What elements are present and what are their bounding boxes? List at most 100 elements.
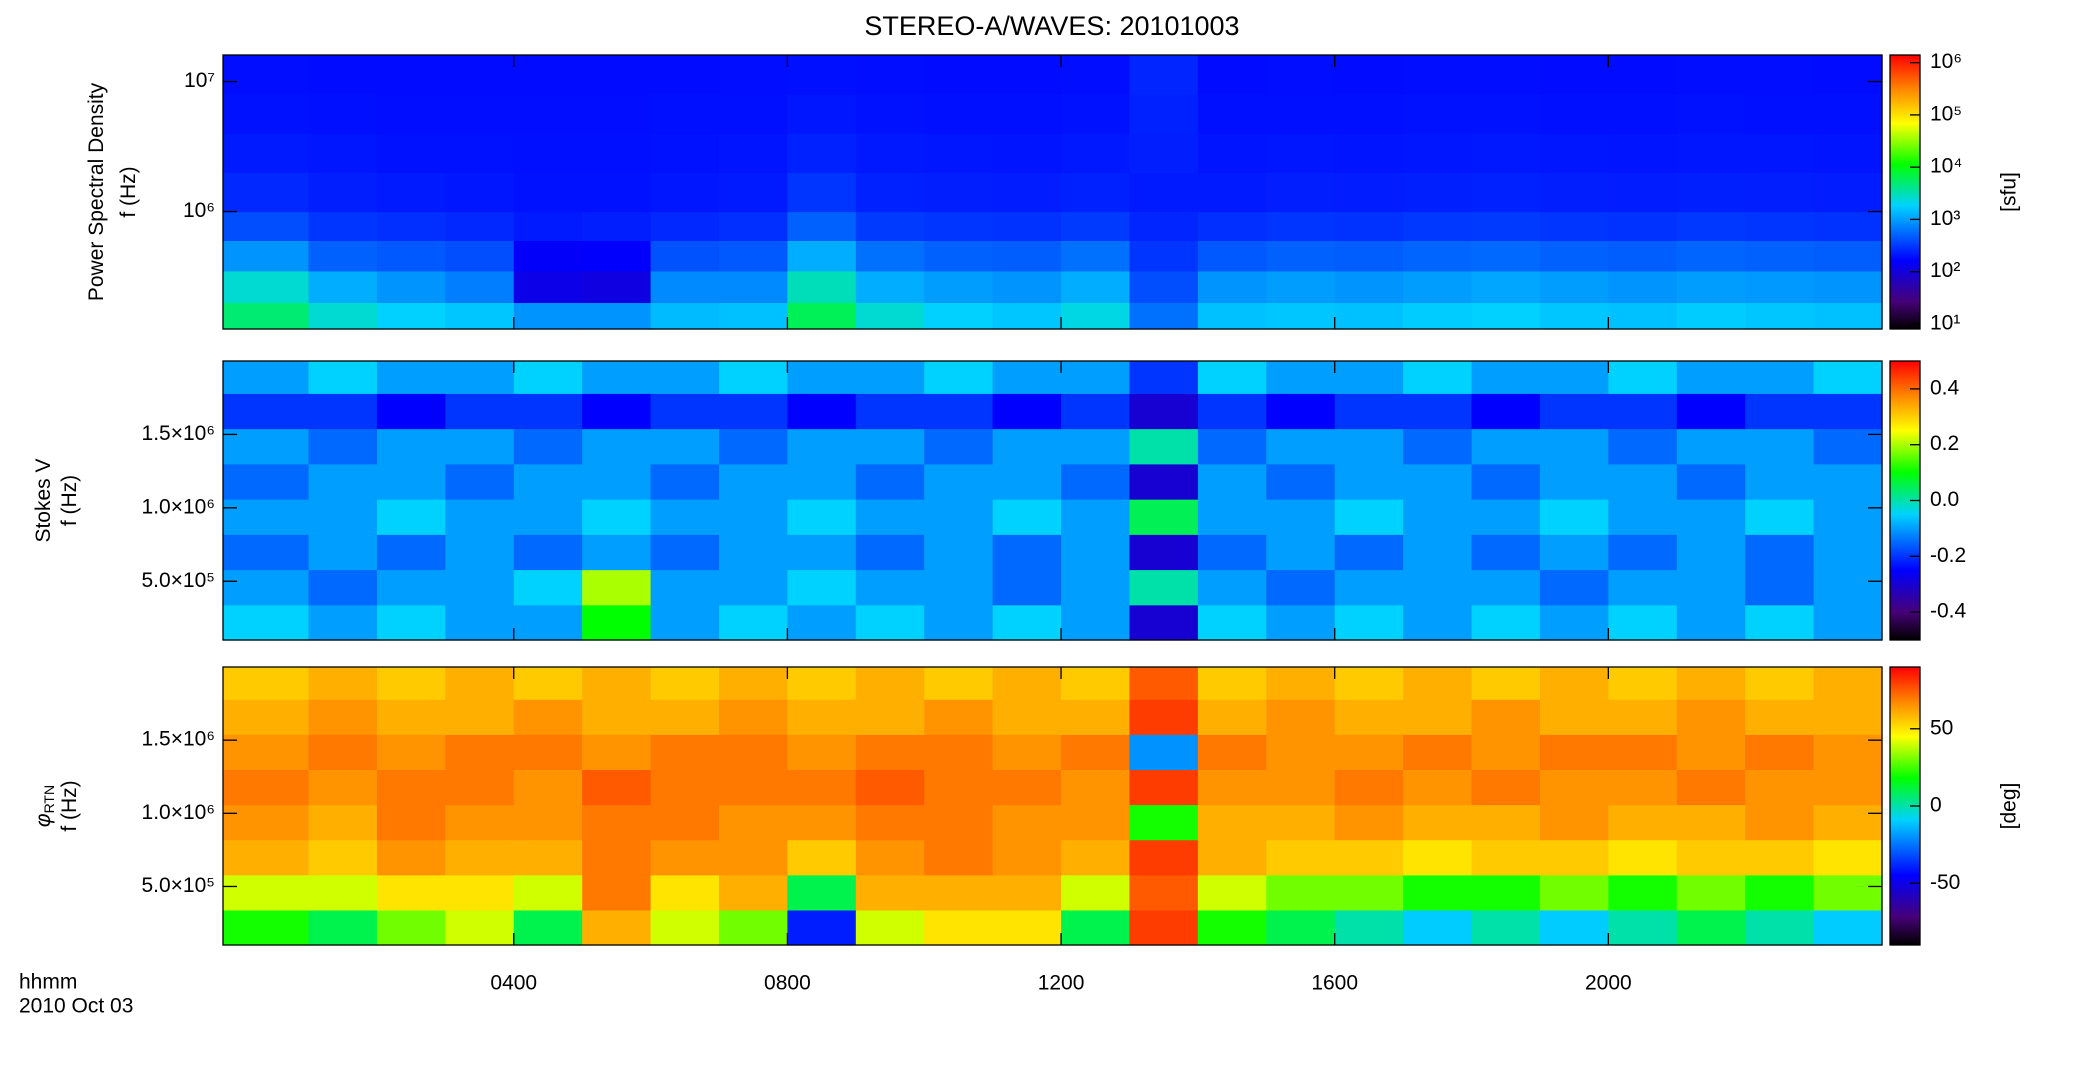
heatmap-cell: [376, 569, 446, 606]
heatmap-cell: [582, 604, 652, 641]
colorbar-tick-label: 10⁴: [1930, 155, 1962, 178]
heatmap-cell: [992, 804, 1062, 841]
heatmap-cell: [1813, 499, 1883, 535]
heatmap-cell: [1266, 804, 1336, 841]
heatmap-cell: [718, 428, 789, 465]
heatmap-cell: [1745, 172, 1815, 213]
heatmap-cell: [582, 428, 652, 465]
heatmap-cell: [308, 240, 378, 272]
heatmap-cell: [445, 874, 515, 911]
heatmap-cell: [1334, 804, 1404, 841]
heatmap-cell: [513, 534, 583, 571]
heatmap-cell: [650, 804, 720, 841]
y-axis-label: φRTN: [32, 785, 57, 827]
heatmap-cell: [718, 211, 789, 242]
heatmap-cell: [582, 499, 652, 535]
heatmap-cell: [1813, 94, 1883, 134]
heatmap-cell: [223, 211, 310, 242]
heatmap-cell: [582, 734, 652, 771]
heatmap-cell: [1403, 804, 1473, 841]
heatmap-cell: [718, 172, 789, 213]
heatmap-cell: [924, 240, 994, 272]
heatmap-cell: [650, 839, 720, 876]
heatmap-cell: [787, 172, 857, 213]
heatmap-cell: [650, 211, 720, 242]
heatmap-cell: [445, 361, 515, 394]
heatmap-cell: [445, 463, 515, 500]
heatmap-cell: [992, 133, 1062, 174]
heatmap-cell: [1403, 302, 1473, 330]
heatmap-cell: [1676, 769, 1746, 806]
heatmap-cell: [1471, 240, 1541, 272]
heatmap-cell: [223, 909, 310, 946]
heatmap-cell: [1676, 909, 1746, 946]
heatmap-cell: [1745, 499, 1815, 535]
heatmap-cell: [223, 604, 310, 641]
heatmap-cell: [1061, 839, 1131, 876]
heatmap-cell: [582, 211, 652, 242]
heatmap-cell: [1334, 534, 1404, 571]
heatmap-cell: [513, 874, 583, 911]
heatmap-cell: [582, 55, 652, 95]
heatmap-cell: [1608, 240, 1678, 272]
heatmap-cell: [1471, 734, 1541, 771]
heatmap-cell: [582, 874, 652, 911]
heatmap-cell: [1129, 55, 1199, 95]
heatmap-cell: [1813, 874, 1883, 911]
heatmap-cell: [1471, 55, 1541, 95]
heatmap-cell: [1197, 428, 1267, 465]
heatmap-cell: [1266, 361, 1336, 394]
heatmap-cell: [1266, 667, 1336, 700]
heatmap-cell: [1129, 909, 1199, 946]
heatmap-cell: [1539, 499, 1609, 535]
heatmap-cell: [1403, 240, 1473, 272]
heatmap-cell: [582, 270, 652, 304]
heatmap-cell: [1608, 534, 1678, 571]
heatmap-cell: [924, 804, 994, 841]
heatmap-cell: [513, 604, 583, 641]
heatmap-cell: [1266, 133, 1336, 174]
heatmap-cell: [223, 94, 310, 134]
heatmap-cell: [513, 94, 583, 134]
heatmap-cell: [1813, 240, 1883, 272]
heatmap-cell: [1471, 604, 1541, 641]
heatmap-cell: [223, 734, 310, 771]
heatmap-cell: [376, 667, 446, 700]
heatmap-cell: [1266, 499, 1336, 535]
heatmap-cell: [513, 55, 583, 95]
heatmap-cell: [924, 909, 994, 946]
heatmap-cell: [1539, 270, 1609, 304]
plot-frame: [222, 666, 1883, 946]
heatmap-cell: [1539, 874, 1609, 911]
heatmap-cell: [1266, 874, 1336, 911]
heatmap-cell: [855, 211, 925, 242]
heatmap-cell: [308, 909, 378, 946]
heatmap-cell: [855, 302, 925, 330]
heatmap-cell: [1539, 839, 1609, 876]
heatmap-cell: [1745, 133, 1815, 174]
heatmap-cell: [1676, 534, 1746, 571]
heatmap-cell: [513, 769, 583, 806]
heatmap-cell: [924, 361, 994, 394]
heatmap-cell: [1129, 839, 1199, 876]
heatmap-cell: [1539, 428, 1609, 465]
heatmap-cell: [223, 428, 310, 465]
heatmap-cell: [924, 302, 994, 330]
heatmap-cell: [1676, 499, 1746, 535]
heatmap-cell: [1608, 463, 1678, 500]
heatmap-cell: [650, 499, 720, 535]
heatmap-cell: [650, 667, 720, 700]
heatmap-cell: [1334, 428, 1404, 465]
colorbar-label: [deg]: [1998, 783, 2021, 830]
heatmap-cell: [445, 302, 515, 330]
y-tick-label: 5.0×10⁵: [141, 874, 215, 897]
heatmap-cell: [855, 769, 925, 806]
heatmap-cell: [308, 734, 378, 771]
heatmap-cell: [513, 569, 583, 606]
heatmap-cell: [513, 667, 583, 700]
heatmap-cell: [308, 94, 378, 134]
heatmap-cell: [582, 699, 652, 735]
heatmap-cell: [1334, 499, 1404, 535]
heatmap-cell: [582, 569, 652, 606]
